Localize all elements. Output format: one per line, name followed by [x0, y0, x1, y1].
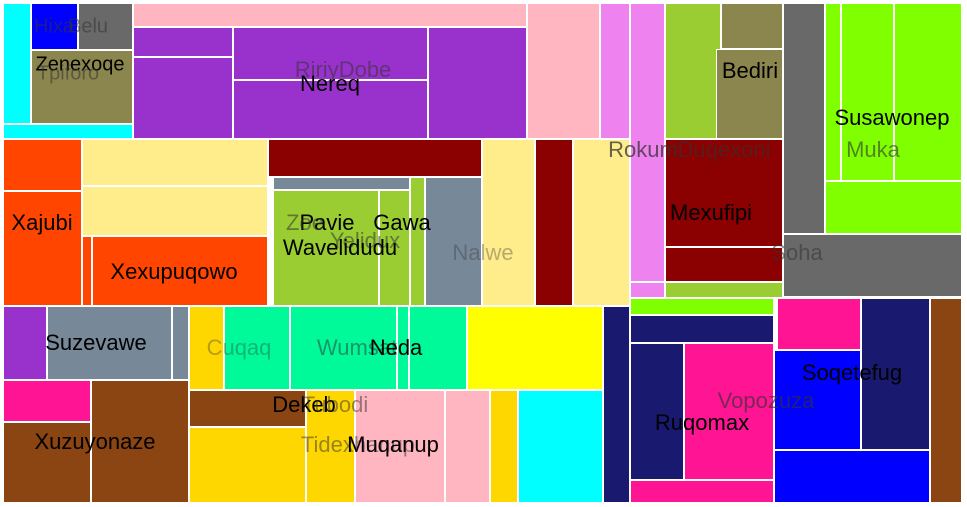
- treemap-tile-pink-b[interactable]: [527, 3, 600, 139]
- treemap-tile-mexufipi[interactable]: [665, 247, 783, 282]
- treemap-tile-tubodi[interactable]: [306, 390, 355, 503]
- treemap-tile-springgreen-a[interactable]: [224, 306, 290, 390]
- treemap-tile-gold-b[interactable]: [445, 390, 490, 503]
- treemap-tile-soha[interactable]: [783, 234, 962, 297]
- treemap-tile-riridobe[interactable]: [233, 27, 428, 80]
- treemap-tile-nalwe[interactable]: [425, 177, 482, 306]
- treemap-tile-xuzuyonaze-a[interactable]: [3, 422, 91, 503]
- treemap-tile-yellow-c[interactable]: [535, 139, 573, 306]
- treemap-tile-pavie[interactable]: [273, 190, 379, 306]
- treemap-tile-green-a[interactable]: [665, 3, 721, 139]
- treemap-tile-grey-col[interactable]: [783, 3, 825, 234]
- treemap-tile-brown-a[interactable]: [3, 380, 91, 422]
- treemap-tile-deeppink[interactable]: [467, 306, 603, 390]
- treemap-tile-ruqomax-a[interactable]: [630, 343, 684, 480]
- treemap-tile-dekeb[interactable]: [189, 390, 306, 427]
- treemap-tile-red-col[interactable]: [930, 298, 962, 503]
- treemap-tile-orange-sliver[interactable]: [82, 236, 92, 306]
- treemap-tile-brown-b[interactable]: [861, 298, 930, 450]
- treemap-tile-bediri[interactable]: [716, 49, 783, 139]
- treemap-tile-bediri-top[interactable]: [721, 3, 783, 49]
- treemap-tile-navy-a[interactable]: [518, 390, 603, 503]
- treemap-tile-purple-a[interactable]: [133, 27, 233, 57]
- treemap-tile-slate-a[interactable]: [3, 306, 47, 380]
- treemap-tile-purple-c[interactable]: [428, 27, 527, 139]
- treemap-tile-xajubi[interactable]: [3, 191, 82, 306]
- treemap-tile-purple-b[interactable]: [133, 57, 233, 139]
- treemap-tile-cyan-b[interactable]: [490, 390, 518, 503]
- treemap-tile-lime-a[interactable]: [825, 3, 841, 181]
- treemap-tile-darkred-bar[interactable]: [268, 139, 482, 177]
- treemap-tile-violet-base[interactable]: [630, 282, 665, 298]
- treemap-tile-darkred-col[interactable]: [482, 139, 535, 306]
- treemap-tile-purple-col[interactable]: [573, 139, 630, 306]
- treemap-tile-muka[interactable]: [825, 181, 962, 234]
- treemap-tile-deeppink-base[interactable]: [630, 480, 774, 503]
- treemap-tile-wumsat[interactable]: [290, 306, 397, 390]
- treemap-tile-violet-tall[interactable]: [630, 3, 665, 282]
- treemap-tile-xuzuyonaze[interactable]: [91, 380, 189, 503]
- treemap-tile-neda[interactable]: [409, 306, 467, 390]
- treemap-tile-navy-c[interactable]: [630, 315, 774, 343]
- treemap-tile-yellow-a[interactable]: [82, 139, 268, 186]
- treemap-tile-nereq[interactable]: [233, 80, 428, 139]
- treemap-tile-gawa[interactable]: [379, 190, 410, 306]
- treemap-tile-gold-a[interactable]: [189, 427, 306, 503]
- treemap-tile-tpiforo[interactable]: [31, 50, 133, 124]
- treemap-tile-cyan-strip[interactable]: [3, 124, 133, 139]
- treemap-tile-susawonep[interactable]: [894, 3, 962, 181]
- treemap-tile-rokum-violet[interactable]: [600, 3, 630, 139]
- treemap-tile-belu[interactable]: [31, 3, 78, 50]
- treemap-tile-cuqaq[interactable]: [189, 306, 224, 390]
- treemap-tile-navy-b[interactable]: [630, 298, 774, 315]
- treemap-tile-pink-top[interactable]: [133, 3, 527, 27]
- treemap-tile-lime-col[interactable]: [603, 306, 630, 503]
- treemap-tile-lime-b[interactable]: [841, 3, 894, 181]
- treemap-tile-tidexhanup[interactable]: [355, 390, 445, 503]
- treemap-tile-springgreen-b[interactable]: [397, 306, 409, 390]
- treemap-tile-xajubi-top[interactable]: [3, 139, 82, 191]
- treemap-tile-green-c[interactable]: [665, 282, 783, 298]
- treemap-tile-navy-d[interactable]: [774, 450, 930, 503]
- treemap-tile-duqexoni[interactable]: [665, 139, 783, 247]
- treemap-tile-yellow-b[interactable]: [82, 186, 268, 236]
- treemap-tile-hixa[interactable]: [3, 3, 31, 124]
- treemap-tile-grey-a[interactable]: [78, 3, 133, 50]
- treemap-tile-blue-a[interactable]: [777, 298, 861, 350]
- treemap-tile-ruqomax[interactable]: [684, 343, 774, 480]
- treemap-tile-gold-sliver[interactable]: [172, 306, 189, 380]
- treemap-tile-slate-bar[interactable]: [273, 177, 410, 190]
- treemap-tile-xexupuqowo[interactable]: [92, 236, 268, 306]
- treemap-tile-soqetefug[interactable]: [774, 350, 861, 450]
- treemap-tile-suzevawe[interactable]: [47, 306, 172, 380]
- treemap-tile-slate-col[interactable]: [410, 177, 425, 306]
